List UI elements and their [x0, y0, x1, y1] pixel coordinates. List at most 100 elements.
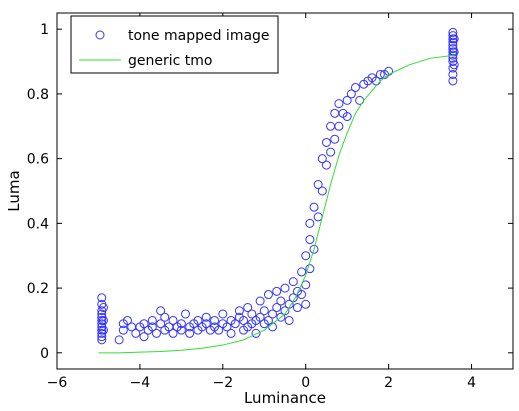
- scatter-point: [301, 299, 311, 309]
- scatter-point: [449, 47, 459, 57]
- scatter-point: [334, 121, 344, 131]
- legend-marker-tone-mapped-image: [95, 30, 105, 40]
- y-tick-label: 0.6: [27, 152, 49, 168]
- scatter-point: [280, 306, 290, 316]
- scatter-point: [97, 332, 107, 342]
- scatter-point: [122, 315, 132, 325]
- scatter-point: [268, 309, 278, 319]
- scatter-point: [280, 283, 290, 293]
- scatter-point: [176, 319, 186, 329]
- scatter-point: [309, 202, 319, 212]
- legend-entry-generic-tmo: generic tmo: [128, 53, 212, 69]
- scatter-point: [255, 312, 265, 322]
- scatter-point: [255, 296, 265, 306]
- scatter-point: [448, 76, 458, 86]
- scatter-point: [210, 315, 220, 325]
- scatter-point: [288, 277, 298, 287]
- scatter-point: [193, 315, 203, 325]
- scatter-point: [313, 212, 323, 222]
- scatter-point: [168, 315, 178, 325]
- scatter-point: [449, 60, 459, 70]
- scatter-point: [305, 235, 315, 245]
- scatter-point: [272, 286, 282, 296]
- y-tick-label: 0.8: [27, 87, 49, 103]
- scatter-point: [151, 328, 161, 338]
- x-tick-label: −2: [212, 375, 233, 391]
- scatter-point: [234, 306, 244, 316]
- scatter-point: [230, 319, 240, 329]
- scatter-point: [168, 328, 178, 338]
- scatter-point: [98, 325, 108, 335]
- scatter-point: [292, 303, 302, 313]
- scatter-point: [247, 309, 257, 319]
- scatter-point: [375, 69, 385, 79]
- scatter-point: [272, 303, 282, 313]
- scatter-point: [301, 251, 311, 261]
- scatter-point: [448, 69, 458, 79]
- x-tick-label: 0: [301, 375, 310, 391]
- scatter-point: [309, 244, 319, 254]
- scatter-point: [449, 34, 459, 44]
- scatter-point: [201, 312, 211, 322]
- scatter-point: [222, 322, 232, 332]
- scatter-point: [342, 95, 352, 105]
- scatter-point: [330, 134, 340, 144]
- plot-frame: [56, 12, 514, 370]
- scatter-point: [448, 40, 458, 50]
- scatter-point: [97, 309, 107, 319]
- scatter-point: [160, 312, 170, 322]
- y-tick-label: 0.4: [27, 216, 49, 232]
- scatter-point: [156, 306, 166, 316]
- scatter-point: [239, 315, 249, 325]
- legend-entry-tone-mapped-image: tone mapped image: [128, 28, 270, 44]
- scatter-point: [330, 108, 340, 118]
- scatter-point: [284, 315, 294, 325]
- scatter-point: [243, 303, 253, 313]
- scatter-point: [176, 325, 186, 335]
- scatter-point: [305, 218, 315, 228]
- scatter-point: [147, 315, 157, 325]
- scatter-point: [181, 309, 191, 319]
- scatter-point: [276, 312, 286, 322]
- scatter-point: [97, 293, 107, 303]
- scatter-point: [317, 186, 327, 196]
- y-tick-label: 0: [40, 346, 49, 362]
- scatter-point: [321, 137, 331, 147]
- scatter-point: [263, 290, 273, 300]
- scatter-point: [297, 267, 307, 277]
- scatter-point: [251, 328, 261, 338]
- scatter-point: [313, 180, 323, 190]
- plot-area: [97, 27, 459, 354]
- legend: tone mapped image generic tmo: [70, 15, 279, 74]
- scatter-point: [185, 328, 195, 338]
- scatter-point: [201, 319, 211, 329]
- scatter-point: [147, 322, 157, 332]
- scatter-point: [321, 160, 331, 170]
- scatter-point: [139, 332, 149, 342]
- scatter-point: [226, 328, 236, 338]
- y-tick-label: 1: [40, 22, 49, 38]
- scatter-point: [214, 325, 224, 335]
- scatter-point: [276, 296, 286, 306]
- x-tick-label: −6: [47, 375, 68, 391]
- scatter-point: [317, 154, 327, 164]
- scatter-point: [350, 82, 360, 92]
- scatter-point: [98, 303, 108, 313]
- scatter-point: [326, 121, 336, 131]
- scatter-point: [139, 319, 149, 329]
- scatter-point: [346, 89, 356, 99]
- scatter-point: [297, 290, 307, 300]
- scatter-point: [342, 112, 352, 122]
- scatter-point: [448, 53, 458, 63]
- scatter-point: [263, 315, 273, 325]
- x-tick-label: 4: [467, 375, 476, 391]
- scatter-point: [98, 315, 108, 325]
- scatter-point: [97, 335, 107, 345]
- x-axis-label: Luminance: [244, 389, 326, 407]
- y-axis-label: Luma: [5, 170, 23, 211]
- axes: −6 −4 −2 0 2 4 0 0.2 0.4 0.6 0.8 1: [27, 12, 514, 391]
- x-tick-label: 2: [384, 375, 393, 391]
- x-tick-label: −4: [130, 375, 151, 391]
- scatter-point: [114, 335, 124, 345]
